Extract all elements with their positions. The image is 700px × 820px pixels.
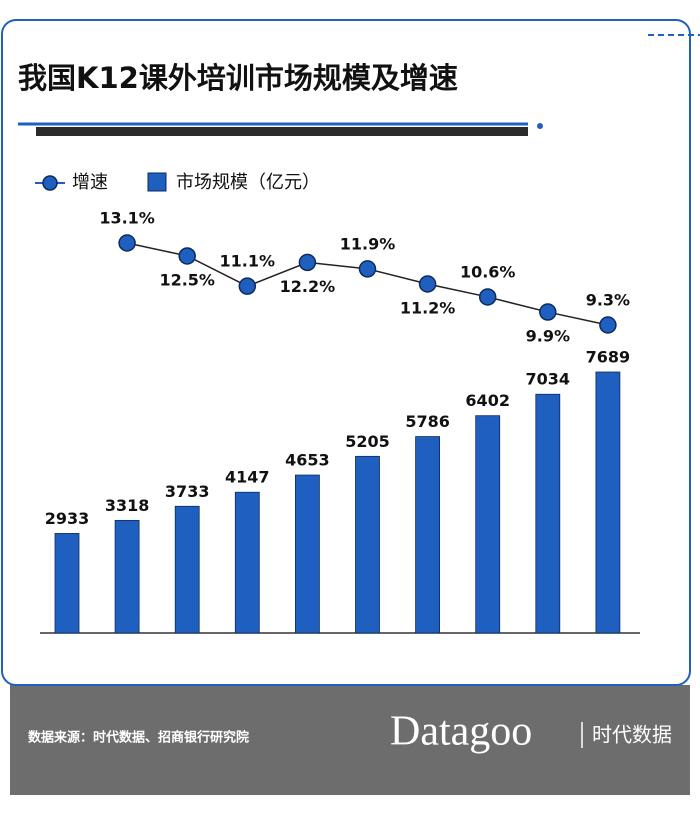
title-dot xyxy=(537,123,543,129)
bar-label: 7689 xyxy=(586,348,631,367)
line-marker xyxy=(118,234,136,252)
bar-label: 5205 xyxy=(345,432,390,451)
line-label: 13.1% xyxy=(99,209,155,228)
line-marker xyxy=(478,288,497,306)
line-label: 11.2% xyxy=(400,299,456,318)
bar xyxy=(355,455,380,634)
bar xyxy=(234,491,260,634)
bar-label: 4147 xyxy=(225,468,270,487)
legend-swatch xyxy=(147,172,167,192)
line-label: 12.5% xyxy=(159,270,215,289)
line-marker xyxy=(298,253,317,272)
brand: Datagoo xyxy=(390,709,532,755)
source: 数据来源：时代数据、招商银行研究院 xyxy=(28,730,249,746)
line-label: 12.2% xyxy=(280,277,336,296)
line-label: 10.6% xyxy=(460,262,516,281)
line-marker xyxy=(539,303,557,321)
line-label: 9.3% xyxy=(586,291,630,310)
bar-label: 4653 xyxy=(285,451,330,470)
footer-panel xyxy=(10,685,690,795)
line-label: 11.1% xyxy=(220,252,276,271)
legend-label: 增速 xyxy=(72,172,108,193)
bar xyxy=(595,371,621,634)
line-marker xyxy=(238,277,257,295)
line-marker xyxy=(418,275,437,293)
chart-title: 我国K12课外培训市场规模及增速 xyxy=(18,61,458,95)
line-label: 9.9% xyxy=(526,327,570,346)
bar xyxy=(174,505,200,634)
bar xyxy=(415,436,441,634)
bar xyxy=(475,415,501,634)
bar-label: 2933 xyxy=(45,509,90,528)
bar xyxy=(54,533,80,634)
card xyxy=(1,19,691,686)
bar-label: 7034 xyxy=(526,370,571,389)
title-bar xyxy=(36,127,528,136)
line-marker xyxy=(599,316,617,334)
legend-label: 市场规模（亿元） xyxy=(176,172,320,193)
bar-label: 3318 xyxy=(105,496,150,515)
bar xyxy=(535,393,561,634)
legend-marker xyxy=(42,175,58,191)
line-marker xyxy=(178,247,196,265)
bar xyxy=(114,519,140,634)
bar-label: 5786 xyxy=(405,412,450,431)
bar xyxy=(294,474,320,634)
bar-label: 3733 xyxy=(165,482,210,501)
bar-label: 6402 xyxy=(465,391,510,410)
brand-cn: 时代数据 xyxy=(592,723,672,747)
line-marker xyxy=(358,260,377,278)
line-label: 11.9% xyxy=(340,234,396,253)
